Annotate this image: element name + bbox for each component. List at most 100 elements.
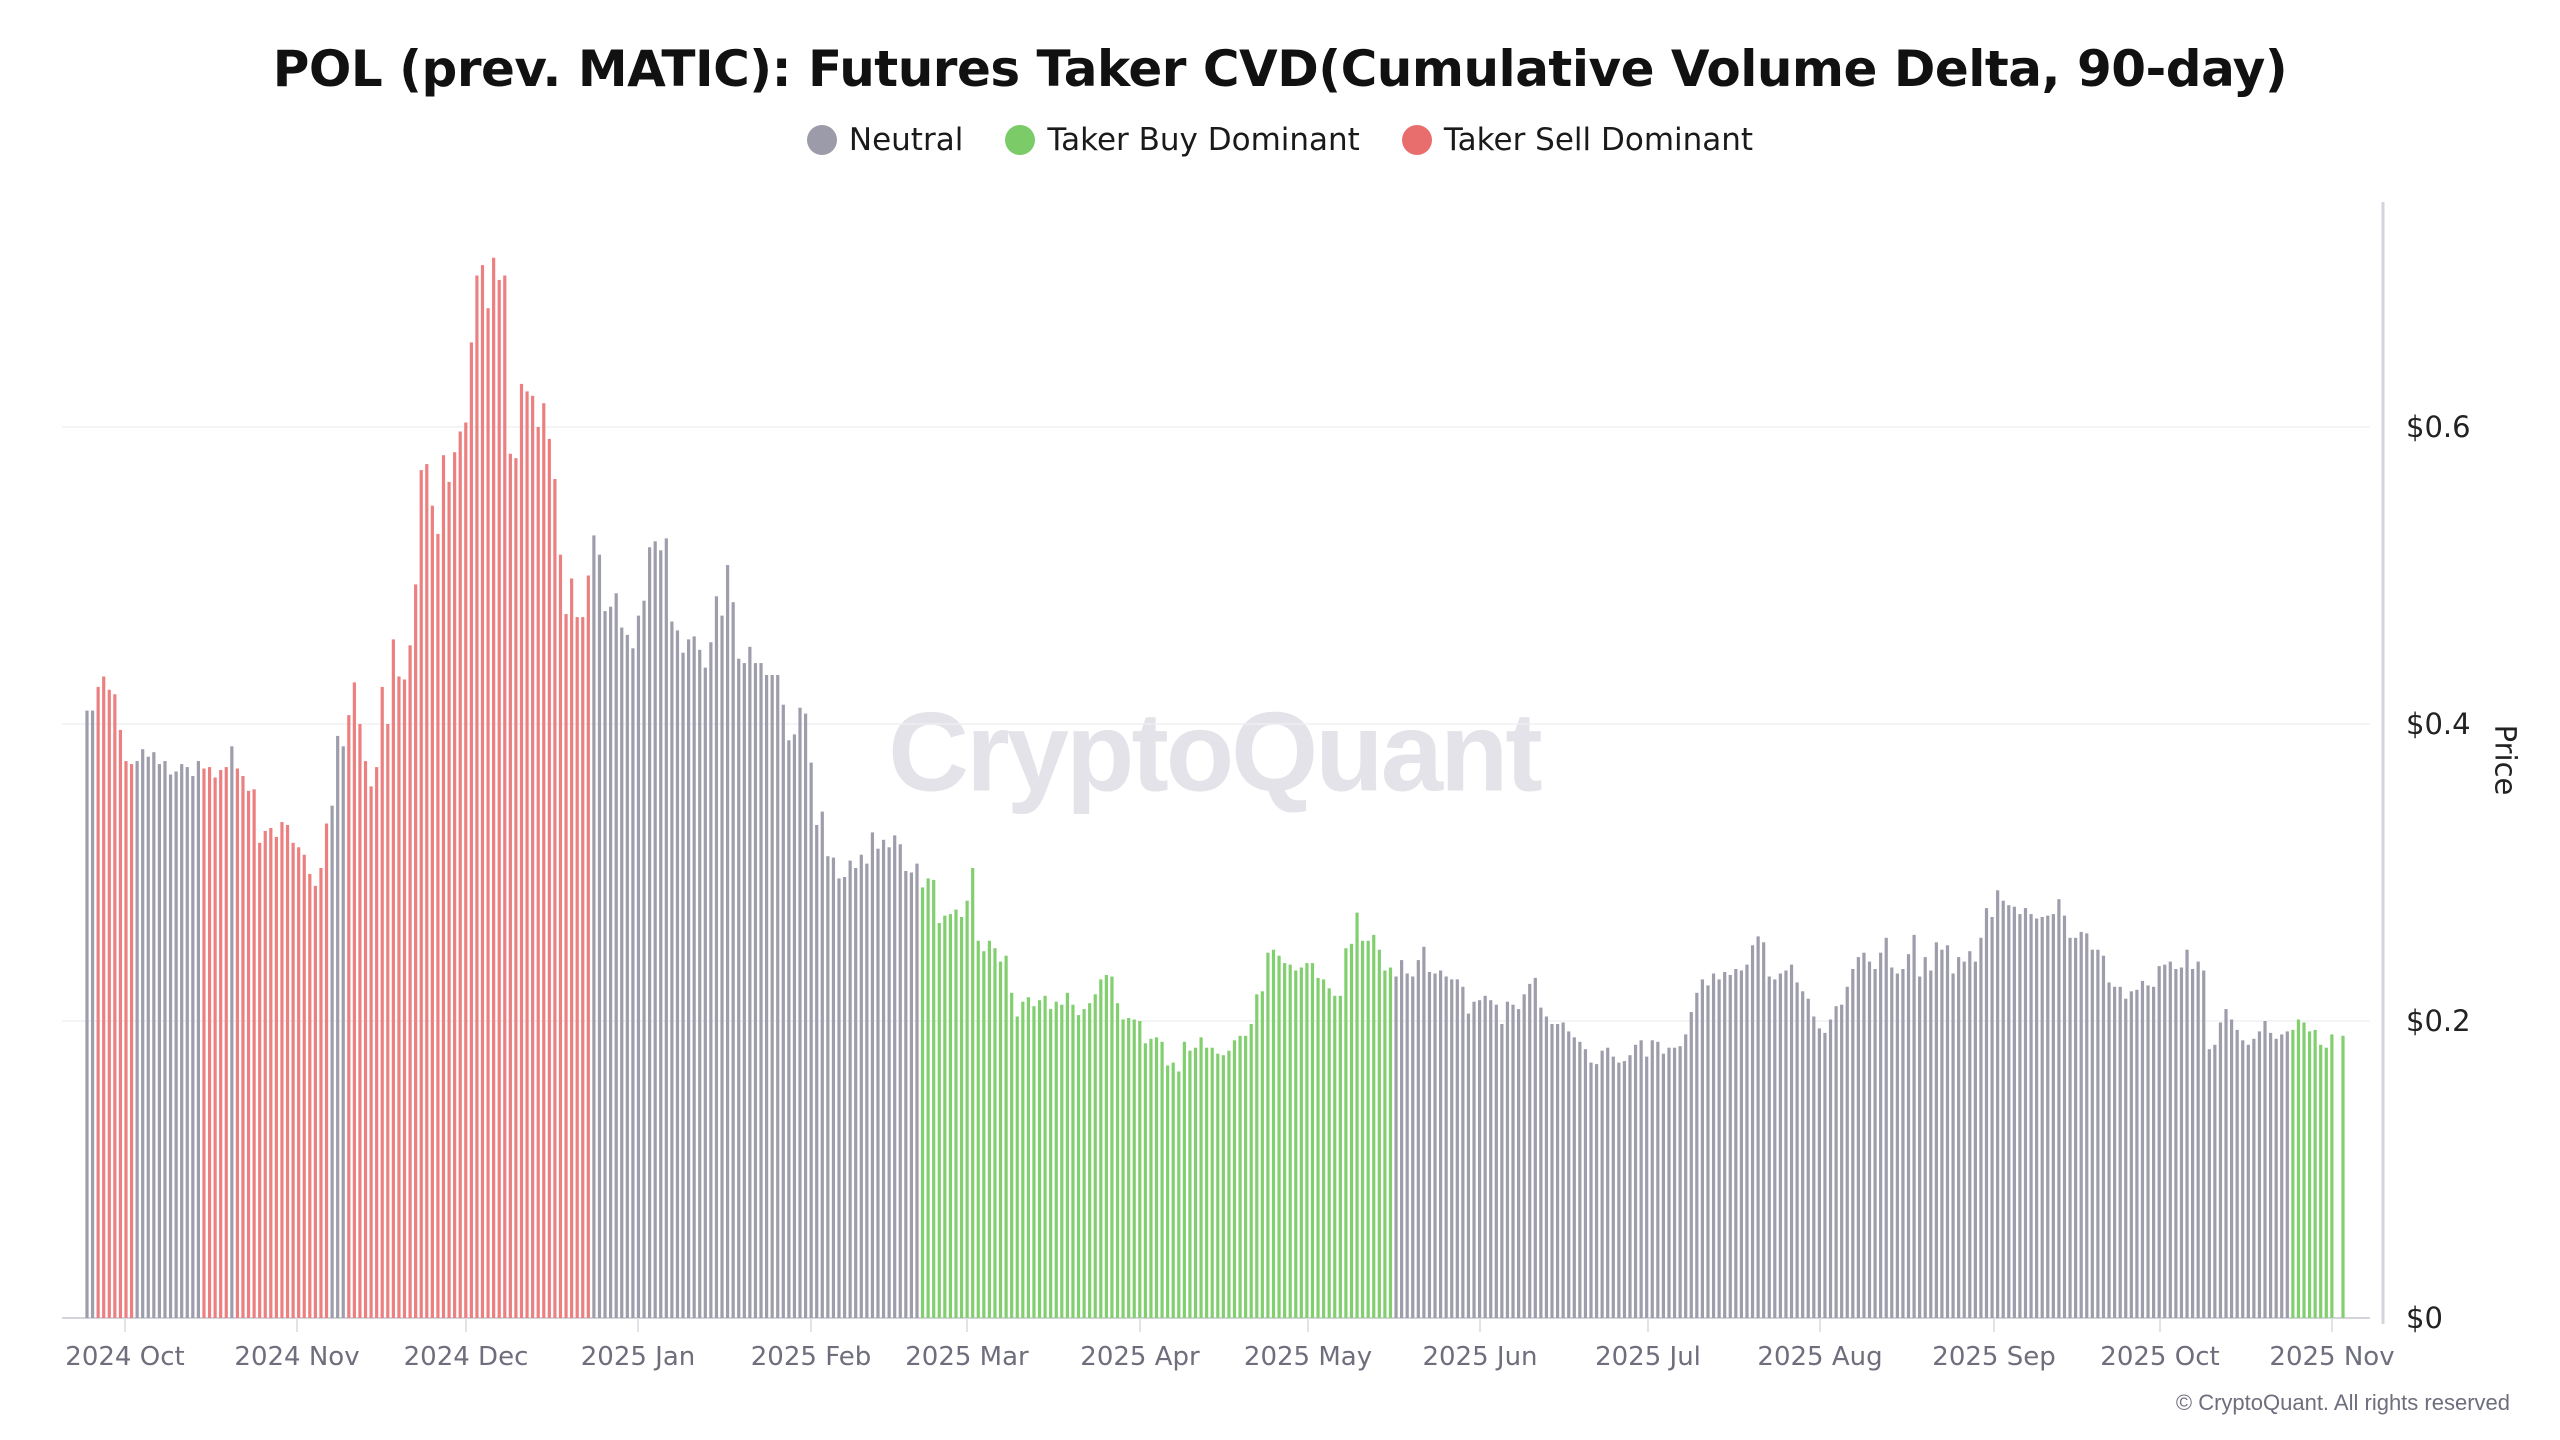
bar-sell	[419, 470, 423, 1319]
bar-sell	[313, 885, 317, 1318]
bar-neutral	[1689, 1012, 1693, 1318]
bar-sell	[408, 645, 412, 1318]
bar-neutral	[1795, 982, 1799, 1318]
bar-buy	[1216, 1053, 1220, 1318]
bar-sell	[492, 257, 496, 1319]
bar-buy	[1049, 1009, 1053, 1318]
bar-neutral	[1394, 976, 1398, 1319]
legend-dot-neutral-icon	[806, 125, 837, 155]
bar-neutral	[1973, 961, 1977, 1318]
bar-buy	[1160, 1041, 1164, 1318]
bar-sell	[486, 308, 490, 1318]
bar-neutral	[609, 606, 613, 1318]
bar-buy	[1199, 1037, 1203, 1318]
legend-item-neutral[interactable]: Neutral	[806, 122, 963, 158]
bar-neutral	[341, 746, 345, 1318]
bar-neutral	[881, 839, 886, 1318]
bar-neutral	[2224, 1009, 2228, 1318]
x-tick-label: 2025 Jun	[1422, 1342, 1538, 1372]
bar-neutral	[1578, 1041, 1582, 1318]
bar-buy	[1037, 1000, 1042, 1318]
bar-sell	[380, 686, 384, 1318]
bar-sell	[102, 676, 106, 1318]
bar-sell	[397, 676, 401, 1318]
bar-neutral	[2157, 966, 2161, 1318]
bar-neutral	[2263, 1021, 2267, 1318]
bar-buy	[1266, 952, 1270, 1318]
bar-buy	[1322, 979, 1326, 1318]
bar-neutral	[1934, 942, 1938, 1318]
bar-buy	[1060, 1004, 1064, 1318]
bar-neutral	[1650, 1040, 1654, 1318]
bar-neutral	[2040, 917, 2044, 1318]
bar-neutral	[1555, 1024, 1560, 1318]
bar-neutral	[831, 857, 836, 1318]
bar-buy	[1026, 997, 1030, 1318]
bar-sell	[503, 275, 507, 1318]
bar-neutral	[2079, 931, 2083, 1318]
bar-sell	[124, 761, 128, 1318]
bar-neutral	[2051, 914, 2055, 1318]
bar-neutral	[2007, 905, 2011, 1318]
bar-neutral	[904, 871, 908, 1318]
bar-sell	[269, 828, 273, 1319]
bar-buy	[1249, 1024, 1253, 1318]
legend-item-taker-buy[interactable]: Taker Buy Dominant	[1005, 122, 1360, 158]
bar-sell	[414, 584, 418, 1318]
bar-buy	[954, 909, 958, 1318]
x-tick-label: 2025 Aug	[1757, 1342, 1883, 1372]
bar-neutral	[1851, 969, 1855, 1318]
y-tick-label: $0.2	[2406, 1004, 2471, 1038]
bar-neutral	[720, 615, 724, 1318]
bar-sell	[547, 438, 551, 1318]
bar-sell	[525, 391, 529, 1318]
bar-neutral	[737, 658, 741, 1318]
bar-neutral	[174, 771, 178, 1318]
bar-neutral	[653, 541, 657, 1318]
bar-sell	[570, 578, 574, 1318]
bar-neutral	[1700, 979, 1705, 1318]
bar-buy	[987, 940, 991, 1318]
bar-neutral	[1678, 1046, 1682, 1318]
bar-buy	[1383, 970, 1387, 1318]
bar-neutral	[2135, 989, 2139, 1318]
bar-neutral	[1957, 957, 1961, 1318]
bar-neutral	[2268, 1032, 2273, 1318]
bar-neutral	[1856, 957, 1860, 1318]
bar-neutral	[1728, 975, 1732, 1318]
bar-neutral	[1583, 1049, 1588, 1318]
bar-neutral	[2174, 969, 2178, 1318]
bar-neutral	[146, 756, 150, 1318]
bar-neutral	[681, 652, 685, 1318]
bar-neutral	[1812, 1016, 1816, 1318]
bar-neutral	[1845, 986, 1849, 1318]
bar-buy	[1143, 1043, 1147, 1318]
bar-buy	[1065, 992, 1069, 1318]
bar-buy	[1099, 979, 1103, 1318]
bar-neutral	[1455, 979, 1459, 1318]
bar-neutral	[1516, 1009, 1521, 1318]
bar-neutral	[714, 596, 719, 1318]
bar-buy	[1333, 995, 1337, 1318]
bar-sell	[519, 383, 524, 1318]
bar-neutral	[135, 761, 139, 1318]
bar-neutral	[2241, 1040, 2245, 1318]
bar-buy	[1260, 991, 1264, 1318]
bar-sell	[308, 874, 312, 1318]
bar-neutral	[898, 844, 902, 1318]
bar-buy	[965, 900, 969, 1318]
bar-neutral	[2107, 982, 2111, 1318]
legend-item-taker-sell[interactable]: Taker Sell Dominant	[1401, 122, 1753, 158]
bar-buy	[1138, 1021, 1142, 1318]
bar-neutral	[1561, 1022, 1565, 1318]
bar-neutral	[631, 648, 635, 1318]
bar-neutral	[1895, 973, 1899, 1318]
bar-sell	[391, 639, 395, 1318]
bar-neutral	[196, 761, 201, 1318]
bar-sell	[297, 847, 301, 1318]
bar-neutral	[1962, 961, 1966, 1318]
bar-neutral	[876, 848, 880, 1318]
bar-neutral	[1439, 970, 1443, 1318]
bar-neutral	[2046, 915, 2050, 1318]
bar-neutral	[1739, 970, 1743, 1318]
